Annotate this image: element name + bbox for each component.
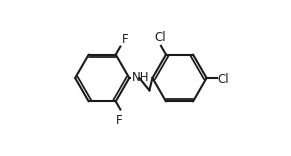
- Text: F: F: [122, 33, 128, 46]
- Text: F: F: [116, 114, 123, 127]
- Text: Cl: Cl: [155, 31, 166, 44]
- Text: NH: NH: [132, 71, 150, 85]
- Text: Cl: Cl: [218, 73, 230, 86]
